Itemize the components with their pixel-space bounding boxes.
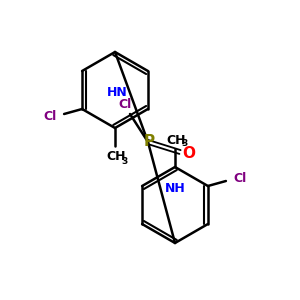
- Text: Cl: Cl: [118, 98, 132, 110]
- Text: 3: 3: [182, 140, 188, 148]
- Text: 3: 3: [122, 157, 128, 166]
- Text: Cl: Cl: [44, 110, 57, 124]
- Text: Cl: Cl: [233, 172, 247, 184]
- Text: CH: CH: [166, 134, 186, 146]
- Text: CH: CH: [106, 151, 126, 164]
- Text: O: O: [182, 146, 196, 161]
- Text: NH: NH: [165, 182, 186, 195]
- Text: HN: HN: [107, 86, 128, 100]
- Text: P: P: [143, 134, 155, 149]
